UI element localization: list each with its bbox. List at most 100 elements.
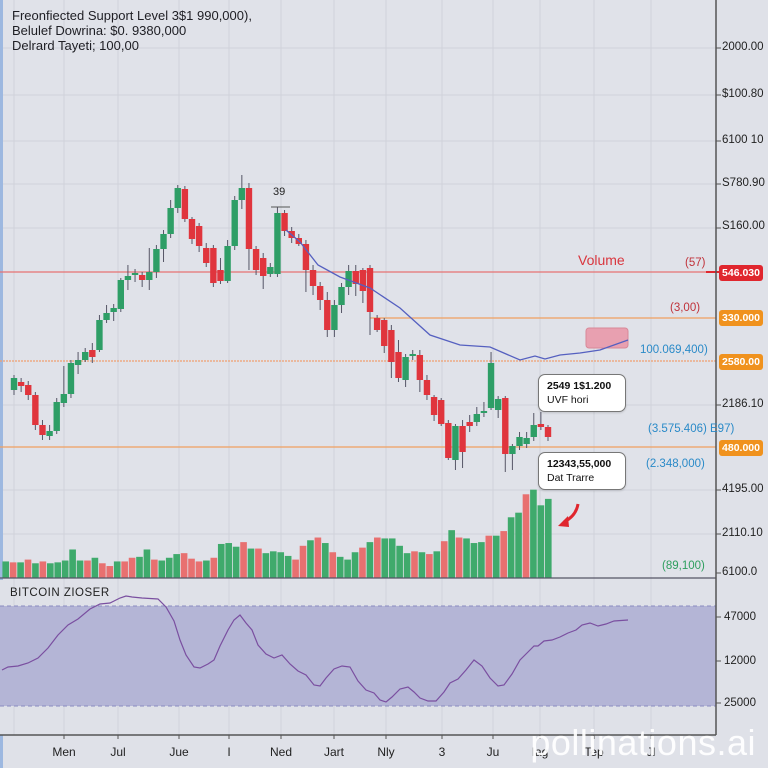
candle-bearish bbox=[466, 422, 473, 426]
volume-bar bbox=[381, 538, 389, 578]
volume-bar bbox=[188, 558, 195, 578]
candle-bearish bbox=[217, 270, 224, 281]
volume-bar bbox=[195, 561, 203, 578]
candle-bearish bbox=[395, 352, 402, 378]
candle-bullish bbox=[160, 234, 167, 249]
candle-bullish bbox=[103, 313, 110, 320]
oscillator-line bbox=[1, 595, 629, 703]
candle-bullish bbox=[473, 414, 480, 422]
arrow-head-icon bbox=[558, 516, 569, 527]
candle-bullish bbox=[117, 280, 124, 309]
volume-bar bbox=[91, 557, 99, 578]
volume-bar bbox=[351, 552, 359, 578]
x-tick-10: Tep bbox=[584, 745, 604, 759]
candle-bullish bbox=[96, 320, 103, 350]
callout-top-line1: 2549 1$1.200 bbox=[547, 380, 612, 392]
x-tick-7: 3 bbox=[438, 745, 446, 759]
volume-bar bbox=[225, 543, 233, 578]
x-tick-9: Iag bbox=[531, 745, 549, 759]
candle-bullish bbox=[345, 271, 352, 287]
volume-bar bbox=[426, 554, 433, 578]
y-tick-price-7: 2110.10 bbox=[722, 527, 763, 539]
volume-bar bbox=[522, 494, 530, 578]
x-tick-5: Jart bbox=[323, 745, 345, 759]
level-label-blue-2: (3.575.406) E97) bbox=[648, 423, 735, 435]
volume-bar bbox=[537, 505, 545, 578]
callout-top-line2: UVF hori bbox=[547, 394, 589, 406]
candle-bearish bbox=[544, 427, 552, 437]
y-tick-price-5: 2186.10 bbox=[722, 398, 764, 410]
y-tick-osc-0: 47000 bbox=[724, 611, 756, 623]
candle-bullish bbox=[530, 425, 537, 437]
volume-bar bbox=[61, 560, 69, 578]
candle-bearish bbox=[381, 320, 388, 346]
volume-bar bbox=[403, 553, 411, 578]
x-tick-6: Nly bbox=[377, 745, 395, 759]
volume-bar bbox=[277, 552, 285, 578]
highlight-box bbox=[585, 327, 629, 349]
volume-bar bbox=[106, 566, 114, 578]
info-line-target: Delrard Tayeti; 100,00 bbox=[12, 38, 139, 53]
candle-bullish bbox=[224, 246, 231, 281]
volume-bar bbox=[2, 561, 10, 578]
candle-bearish bbox=[181, 189, 189, 219]
volume-bar bbox=[530, 489, 537, 578]
candle-bullish bbox=[331, 305, 338, 330]
x-tick-2: Jue bbox=[169, 745, 189, 759]
candle-bullish bbox=[267, 267, 274, 274]
volume-label: Volume bbox=[578, 252, 625, 268]
candle-bullish bbox=[131, 273, 139, 275]
candle-bearish bbox=[324, 300, 331, 330]
volume-bar bbox=[180, 553, 188, 578]
level-label-57: (57) bbox=[685, 257, 706, 269]
candle-bullish bbox=[494, 399, 502, 410]
volume-bar bbox=[359, 547, 366, 578]
volume-bar bbox=[292, 559, 299, 578]
volume-bar bbox=[507, 517, 515, 578]
candle-bearish bbox=[188, 219, 196, 239]
info-box: Freonfiected Support Level 3$1 990,000),… bbox=[12, 8, 252, 53]
volume-bar bbox=[136, 556, 143, 578]
volume-bar bbox=[247, 548, 255, 578]
volume-bar bbox=[240, 542, 247, 578]
volume-bar bbox=[232, 546, 240, 578]
candle-bullish bbox=[174, 188, 181, 208]
x-tick-11: Jl bbox=[646, 745, 656, 759]
volume-bar bbox=[433, 551, 441, 578]
volume-bar bbox=[46, 563, 54, 578]
volume-bar bbox=[255, 548, 262, 578]
candle-bearish bbox=[423, 380, 431, 395]
volume-bar bbox=[69, 549, 76, 578]
volume-bar bbox=[492, 535, 500, 578]
volume-bar bbox=[24, 559, 32, 578]
volume-bar bbox=[284, 555, 292, 578]
volume-bar bbox=[321, 543, 329, 578]
y-tick-osc-1: 12000 bbox=[724, 655, 756, 667]
x-tick-3: I bbox=[227, 745, 231, 759]
candle-bullish bbox=[402, 357, 409, 380]
price-tag-orange-2: 2580.00 bbox=[719, 354, 763, 370]
candle-bearish bbox=[281, 213, 288, 231]
candle-bullish bbox=[274, 213, 281, 274]
volume-bar bbox=[344, 559, 351, 578]
candle-bearish bbox=[537, 424, 545, 427]
volume-bar bbox=[374, 537, 381, 578]
candle-bearish bbox=[445, 423, 452, 458]
watermark: pollinations.ai bbox=[530, 722, 756, 763]
volume-bar bbox=[500, 531, 508, 578]
candle-bullish bbox=[74, 360, 82, 365]
y-tick-price-8: 6100.0 bbox=[722, 566, 758, 578]
candle-bullish bbox=[124, 276, 132, 280]
volume-bar bbox=[366, 542, 374, 578]
volume-bar bbox=[314, 537, 322, 578]
left-edge bbox=[0, 0, 3, 768]
volume-bar bbox=[470, 543, 478, 578]
candle-bearish bbox=[260, 258, 267, 276]
candle-bullish bbox=[110, 308, 117, 312]
volume-bar bbox=[143, 549, 151, 578]
candle-bullish bbox=[10, 378, 18, 390]
y-tick-price-2: 6100 10 bbox=[722, 134, 764, 146]
volume-bar bbox=[411, 551, 418, 578]
callout-top: 2549 1$1.200 UVF hori bbox=[538, 374, 626, 412]
